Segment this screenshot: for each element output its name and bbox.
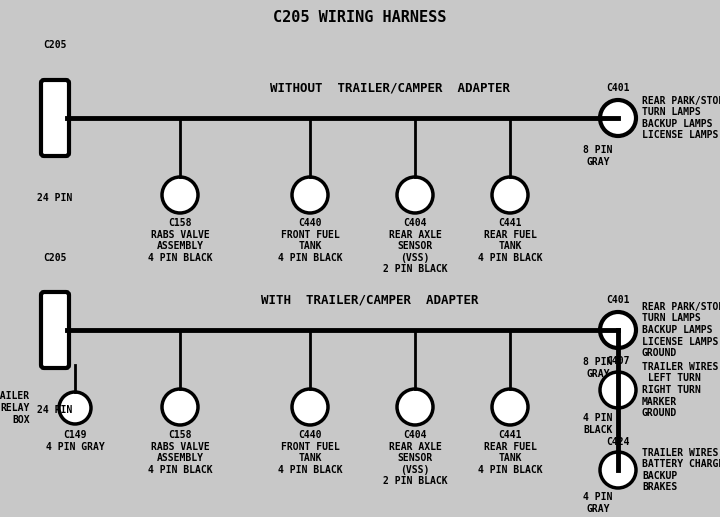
- Text: C424: C424: [606, 437, 630, 447]
- Circle shape: [600, 312, 636, 348]
- Text: C404
REAR AXLE
SENSOR
(VSS)
2 PIN BLACK: C404 REAR AXLE SENSOR (VSS) 2 PIN BLACK: [383, 218, 447, 275]
- Text: C205: C205: [43, 40, 67, 50]
- Circle shape: [162, 389, 198, 425]
- Text: C205: C205: [43, 253, 67, 263]
- Text: C407: C407: [606, 356, 630, 366]
- Text: C440
FRONT FUEL
TANK
4 PIN BLACK: C440 FRONT FUEL TANK 4 PIN BLACK: [278, 218, 342, 263]
- Text: WITH  TRAILER/CAMPER  ADAPTER: WITH TRAILER/CAMPER ADAPTER: [261, 294, 479, 307]
- Text: C441
REAR FUEL
TANK
4 PIN BLACK: C441 REAR FUEL TANK 4 PIN BLACK: [477, 218, 542, 263]
- Circle shape: [600, 372, 636, 408]
- Text: 4 PIN
BLACK: 4 PIN BLACK: [583, 413, 613, 435]
- Text: TRAILER
RELAY
BOX: TRAILER RELAY BOX: [0, 391, 30, 424]
- FancyBboxPatch shape: [41, 80, 69, 156]
- Text: 24 PIN: 24 PIN: [37, 193, 73, 203]
- Text: C401: C401: [606, 83, 630, 93]
- Text: REAR PARK/STOP
TURN LAMPS
BACKUP LAMPS
LICENSE LAMPS: REAR PARK/STOP TURN LAMPS BACKUP LAMPS L…: [642, 96, 720, 141]
- Text: C158
RABS VALVE
ASSEMBLY
4 PIN BLACK: C158 RABS VALVE ASSEMBLY 4 PIN BLACK: [148, 218, 212, 263]
- Circle shape: [59, 392, 91, 424]
- Text: 4 PIN
GRAY: 4 PIN GRAY: [583, 492, 613, 513]
- Text: 24 PIN: 24 PIN: [37, 405, 73, 415]
- Circle shape: [492, 389, 528, 425]
- FancyBboxPatch shape: [41, 292, 69, 368]
- Circle shape: [292, 177, 328, 213]
- Circle shape: [397, 389, 433, 425]
- Text: C205 WIRING HARNESS: C205 WIRING HARNESS: [274, 10, 446, 25]
- Text: C440
FRONT FUEL
TANK
4 PIN BLACK: C440 FRONT FUEL TANK 4 PIN BLACK: [278, 430, 342, 475]
- Circle shape: [600, 100, 636, 136]
- Text: C149
4 PIN GRAY: C149 4 PIN GRAY: [45, 430, 104, 452]
- Circle shape: [492, 177, 528, 213]
- Text: C404
REAR AXLE
SENSOR
(VSS)
2 PIN BLACK: C404 REAR AXLE SENSOR (VSS) 2 PIN BLACK: [383, 430, 447, 486]
- Text: REAR PARK/STOP
TURN LAMPS
BACKUP LAMPS
LICENSE LAMPS
GROUND: REAR PARK/STOP TURN LAMPS BACKUP LAMPS L…: [642, 302, 720, 358]
- Circle shape: [600, 452, 636, 488]
- Text: WITHOUT  TRAILER/CAMPER  ADAPTER: WITHOUT TRAILER/CAMPER ADAPTER: [270, 82, 510, 95]
- Circle shape: [162, 177, 198, 213]
- Text: C441
REAR FUEL
TANK
4 PIN BLACK: C441 REAR FUEL TANK 4 PIN BLACK: [477, 430, 542, 475]
- Text: TRAILER WIRES
 LEFT TURN
RIGHT TURN
MARKER
GROUND: TRAILER WIRES LEFT TURN RIGHT TURN MARKE…: [642, 362, 719, 418]
- Text: C401: C401: [606, 295, 630, 305]
- Text: C158
RABS VALVE
ASSEMBLY
4 PIN BLACK: C158 RABS VALVE ASSEMBLY 4 PIN BLACK: [148, 430, 212, 475]
- Circle shape: [292, 389, 328, 425]
- Circle shape: [397, 177, 433, 213]
- Text: 8 PIN
GRAY: 8 PIN GRAY: [583, 145, 613, 166]
- Text: 8 PIN
GRAY: 8 PIN GRAY: [583, 357, 613, 378]
- Text: TRAILER WIRES
BATTERY CHARGE
BACKUP
BRAKES: TRAILER WIRES BATTERY CHARGE BACKUP BRAK…: [642, 448, 720, 492]
